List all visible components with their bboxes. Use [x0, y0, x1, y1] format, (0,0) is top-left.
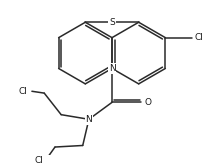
Text: Cl: Cl: [195, 33, 203, 42]
Text: S: S: [109, 18, 115, 27]
Text: Cl: Cl: [18, 87, 27, 96]
Text: Cl: Cl: [35, 156, 44, 165]
Text: N: N: [109, 64, 115, 73]
Text: N: N: [86, 115, 92, 124]
Text: O: O: [145, 98, 152, 107]
